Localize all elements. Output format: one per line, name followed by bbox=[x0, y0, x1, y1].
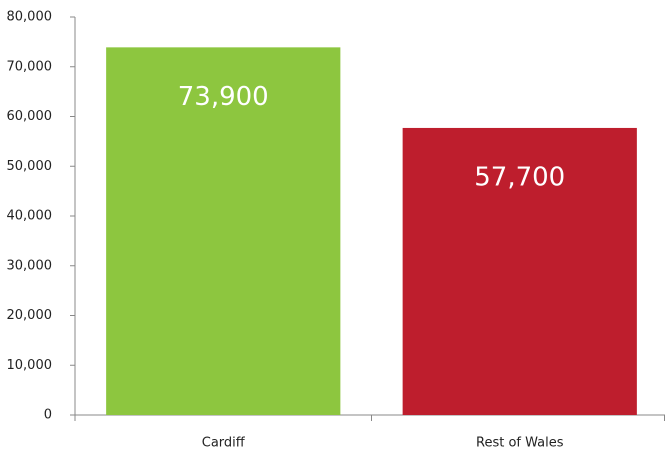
y-tick-label: 10,000 bbox=[7, 358, 53, 373]
bar bbox=[402, 127, 637, 415]
y-tick-label: 70,000 bbox=[7, 59, 53, 74]
y-tick-label: 40,000 bbox=[7, 209, 53, 224]
y-tick-label: 0 bbox=[44, 408, 52, 423]
value-label: 73,900 bbox=[178, 82, 269, 112]
x-tick-label: Rest of Wales bbox=[476, 436, 564, 451]
x-tick-label: Cardiff bbox=[202, 436, 246, 451]
y-tick-label: 80,000 bbox=[7, 10, 53, 25]
bar bbox=[106, 47, 341, 415]
y-tick-label: 20,000 bbox=[7, 308, 53, 323]
y-tick-label: 50,000 bbox=[7, 159, 53, 174]
value-label: 57,700 bbox=[474, 162, 565, 192]
y-tick-label: 60,000 bbox=[7, 109, 53, 124]
y-tick-label: 30,000 bbox=[7, 258, 53, 273]
